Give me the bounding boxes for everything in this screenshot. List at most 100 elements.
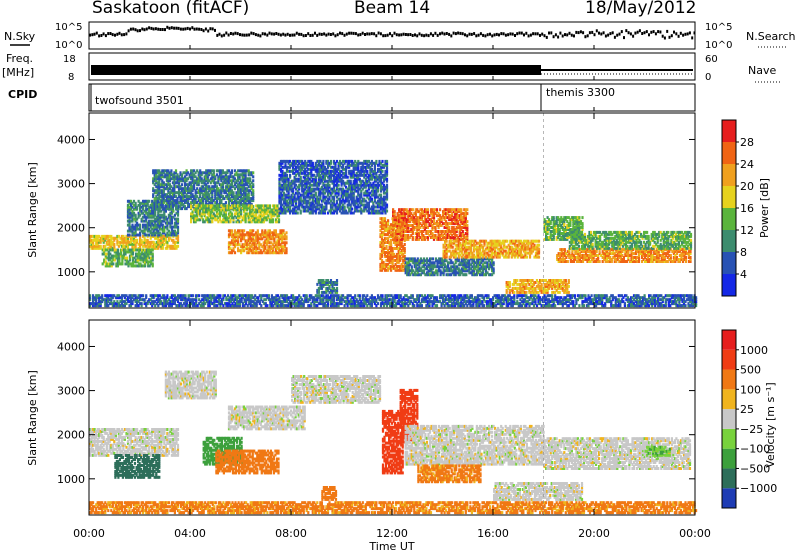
noise-sample — [514, 34, 516, 37]
noise-sample — [255, 33, 257, 36]
heatmap-cell — [322, 160, 324, 163]
noise-sample — [482, 34, 484, 37]
heatmap-cell — [285, 231, 287, 234]
noise-sample — [541, 33, 543, 36]
noise-sample — [194, 28, 196, 31]
noise-sample — [348, 32, 350, 35]
noise-sample — [116, 33, 118, 36]
heatmap-cell — [350, 180, 352, 183]
noise-sample — [600, 33, 602, 36]
noise-sample — [480, 32, 482, 35]
noise-sample — [228, 34, 230, 37]
noise-sample — [471, 33, 473, 36]
heatmap-cell — [117, 249, 119, 252]
noise-sample — [580, 30, 582, 33]
noise-sample — [382, 34, 384, 37]
cpid-label: CPID — [8, 88, 37, 101]
noise-sample — [246, 34, 248, 37]
noise-sample — [528, 34, 530, 37]
noise-sample — [103, 32, 105, 35]
noise-sample — [537, 32, 539, 35]
noise-sample — [632, 35, 634, 38]
noise-sample — [630, 32, 632, 35]
beam-title: Beam 14 — [354, 0, 430, 18]
noise-sample — [403, 33, 405, 36]
noise-sample — [430, 32, 432, 35]
nave-right-tick-bottom: 0 — [705, 72, 711, 83]
noise-left-label: N.Sky — [4, 30, 36, 43]
heatmap-cell — [282, 229, 284, 232]
noise-sample — [391, 34, 393, 37]
noise-sample — [573, 34, 575, 37]
noise-sample — [432, 34, 434, 37]
heatmap-cell — [177, 218, 179, 221]
heatmap-cell — [330, 160, 332, 163]
noise-sample — [91, 33, 93, 36]
noise-sample — [453, 32, 455, 35]
heatmap-cell — [285, 247, 287, 250]
noise-sample — [155, 27, 157, 30]
heatmap-cell — [252, 179, 254, 182]
noise-sample — [128, 29, 130, 32]
noise-sample — [664, 37, 666, 40]
noise-sample — [346, 33, 348, 36]
noise-sample — [628, 31, 630, 34]
noise-sample — [200, 28, 202, 31]
heatmap-cell — [251, 204, 253, 207]
noise-sample — [207, 30, 209, 33]
noise-sample — [337, 33, 339, 36]
noise-sample — [684, 33, 686, 36]
noise-sample — [521, 32, 523, 35]
noise-sample — [175, 27, 177, 30]
noise-sample — [387, 34, 389, 37]
noise-sample — [550, 31, 552, 34]
heatmap-cell — [275, 229, 277, 232]
noise-sample — [303, 34, 305, 37]
noise-sample — [400, 33, 402, 36]
noise-sample — [184, 27, 186, 30]
noise-sample — [648, 33, 650, 36]
noise-sample — [412, 34, 414, 37]
heatmap-cell — [177, 226, 179, 229]
noise-sample — [234, 32, 236, 35]
noise-sample — [575, 31, 577, 34]
noise-sample — [230, 32, 232, 35]
nave-right-label: Nave — [748, 64, 776, 77]
noise-sample — [428, 34, 430, 37]
heatmap-cell — [175, 169, 177, 172]
heatmap-cell — [328, 184, 330, 187]
noise-sample — [409, 33, 411, 36]
heatmap-cell — [113, 243, 115, 246]
noise-sample — [637, 31, 639, 34]
noise-sample — [607, 34, 609, 37]
noise-sample — [125, 32, 127, 35]
noise-sample — [623, 36, 625, 39]
noise-sample — [250, 32, 252, 35]
heatmap-cell — [384, 217, 386, 220]
noise-sample — [325, 34, 327, 37]
noise-sample — [139, 29, 141, 32]
noise-sample — [544, 34, 546, 37]
noise-sample — [639, 29, 641, 32]
noise-sample — [221, 34, 223, 37]
heatmap-cell — [390, 239, 392, 242]
noise-right-tick-bottom: 10^0 — [705, 40, 732, 51]
cpid-mode-themis: themis 3300 — [546, 86, 615, 99]
heatmap-cell — [252, 229, 254, 232]
noise-sample — [294, 34, 296, 37]
heatmap-cell — [152, 262, 154, 265]
noise-sample — [666, 30, 668, 33]
heatmap-cell — [289, 174, 291, 177]
noise-sample — [269, 32, 271, 35]
heatmap-cell — [436, 208, 438, 211]
noise-sample — [407, 33, 409, 36]
noise-sample — [530, 34, 532, 37]
noise-sample — [689, 31, 691, 34]
heatmap-cell — [100, 245, 102, 248]
heatmap-cell — [380, 194, 382, 197]
noise-sample — [644, 31, 646, 34]
noise-sample — [282, 33, 284, 36]
noise-sample — [441, 32, 443, 35]
heatmap-cell — [439, 208, 441, 211]
